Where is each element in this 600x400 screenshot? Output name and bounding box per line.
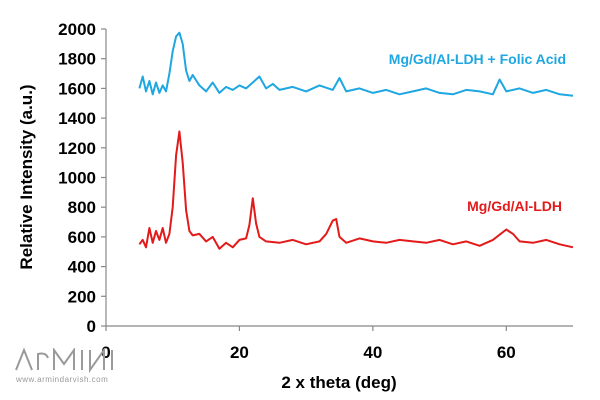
x-ticks: 0 20 40 60	[101, 326, 516, 362]
series-line-0	[138, 31, 574, 97]
x-tick-label: 0	[101, 343, 110, 362]
series-label-ldh: Mg/Gd/Al-LDH	[467, 198, 562, 214]
x-axis-title: 2 x theta (deg)	[281, 373, 396, 392]
y-tick-label: 2000	[58, 20, 96, 39]
y-tick-label: 200	[68, 287, 96, 306]
y-tick-label: 800	[68, 198, 96, 217]
y-tick-label: 1000	[58, 169, 96, 188]
y-tick-label: 1200	[58, 139, 96, 158]
y-tick-label: 1800	[58, 50, 96, 69]
y-ticks: 0 200 400 600 800 1000 1200 1400 1600 1800 2000	[58, 20, 106, 336]
y-tick-label: 400	[68, 258, 96, 277]
y-tick-label: 0	[87, 317, 96, 336]
series-lines	[138, 31, 574, 250]
x-tick-label: 40	[363, 343, 382, 362]
watermark-url: www.armindarvish.com	[16, 375, 109, 384]
y-tick-label: 1400	[58, 109, 96, 128]
axes	[105, 29, 573, 327]
y-tick-label: 1600	[58, 79, 96, 98]
series-label-folic-acid: Mg/Gd/Al-LDH + Folic Acid	[389, 51, 566, 67]
x-tick-label: 60	[497, 343, 516, 362]
series-line-1	[138, 130, 574, 250]
y-tick-label: 600	[68, 228, 96, 247]
y-axis-title: Relative Intensity (a.u.)	[17, 84, 36, 269]
x-tick-label: 20	[230, 343, 249, 362]
watermark-logo	[15, 348, 113, 374]
